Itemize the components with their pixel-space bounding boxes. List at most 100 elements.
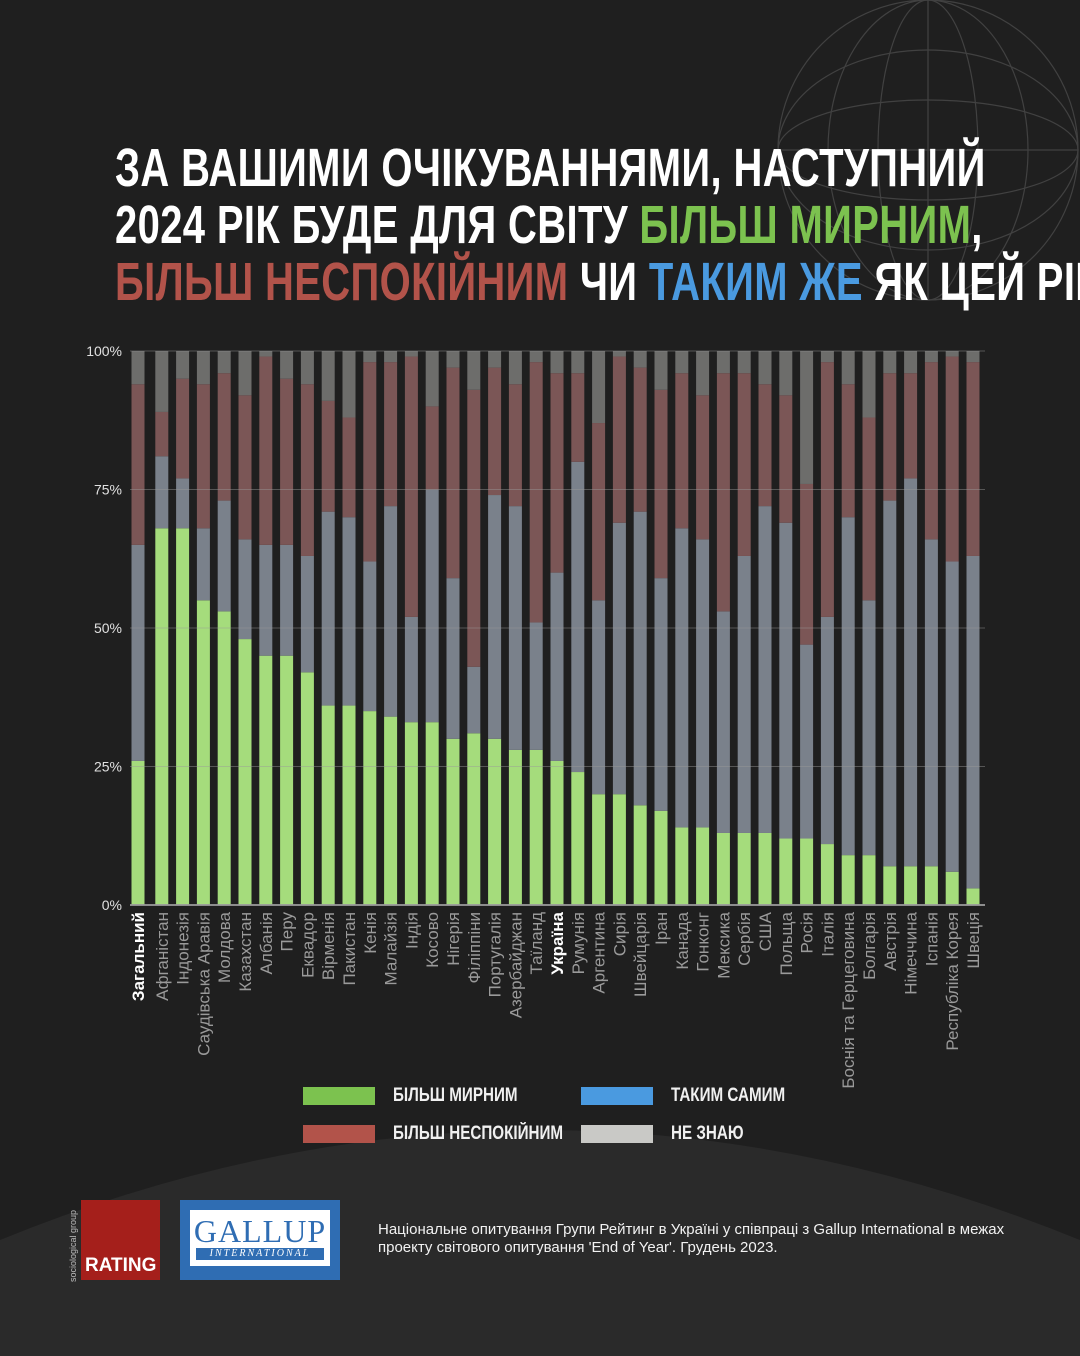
- bar-segment: [779, 351, 793, 396]
- bar-segment: [716, 832, 730, 905]
- bar-segment: [321, 511, 335, 706]
- bar-segment: [800, 838, 814, 905]
- rating-side-text: sociological group: [68, 1209, 78, 1282]
- bar-segment: [259, 356, 273, 545]
- page-title: ЗА ВАШИМИ ОЧІКУВАННЯМИ, НАСТУПНИЙ 2024 Р…: [115, 140, 1080, 311]
- bar-segment: [862, 351, 876, 418]
- bar-segment: [488, 738, 502, 905]
- bar-segment: [571, 373, 585, 462]
- bar-segment: [758, 832, 772, 905]
- bar-segment: [155, 528, 169, 905]
- bar-segment: [467, 351, 481, 390]
- bar-segment: [363, 561, 377, 712]
- rating-logo: RATING: [81, 1200, 160, 1280]
- y-tick-label: 25%: [94, 759, 122, 775]
- bar-segment: [488, 495, 502, 739]
- bar-segment: [529, 351, 543, 363]
- legend-swatch: [581, 1087, 653, 1105]
- bar-segment: [758, 506, 772, 833]
- bar-segment: [300, 351, 314, 385]
- bar-segment: [862, 600, 876, 856]
- bar-segment: [155, 411, 169, 457]
- legend-more-turbulent: БІЛЬШ НЕСПОКІЙНИМ: [303, 1123, 606, 1145]
- legend-more-peaceful: БІЛЬШ МИРНИМ: [303, 1085, 549, 1107]
- bar-segment: [841, 855, 855, 905]
- bar-segment: [196, 384, 210, 529]
- bar-segment: [883, 866, 897, 905]
- bar-segment: [508, 351, 522, 385]
- x-tick-label: Австрія: [881, 912, 900, 971]
- x-tick-label: Казахстан: [236, 912, 255, 992]
- legend-swatch: [303, 1087, 375, 1105]
- bar-segment: [425, 722, 439, 905]
- x-tick-label: Італія: [818, 912, 837, 957]
- bar-segment: [467, 733, 481, 905]
- bar-segment: [675, 528, 689, 828]
- title-line1: ЗА ВАШИМИ ОЧІКУВАННЯМИ, НАСТУПНИЙ: [115, 138, 986, 198]
- legend-swatch: [303, 1125, 375, 1143]
- bar-segment: [342, 517, 356, 706]
- bar-segment: [342, 417, 356, 518]
- bar-segment: [716, 611, 730, 833]
- x-tick-label: Таїланд: [527, 912, 546, 975]
- bar-segment: [904, 351, 918, 374]
- y-tick-label: 75%: [94, 482, 122, 498]
- bar-segment: [716, 351, 730, 374]
- bar-segment: [467, 389, 481, 667]
- bar-segment: [300, 384, 314, 556]
- bar-segment: [779, 838, 793, 905]
- legend-dont-know: НЕ ЗНАЮ: [581, 1123, 762, 1145]
- bar-segment: [966, 555, 980, 889]
- bar-segment: [800, 483, 814, 645]
- x-tick-label: Філіппіни: [465, 912, 484, 983]
- bar-segment: [633, 805, 647, 905]
- bar-segment: [675, 373, 689, 529]
- bar-segment: [654, 351, 668, 390]
- bar-segment: [425, 351, 439, 407]
- bar-segment: [384, 716, 398, 905]
- bar-segment: [696, 539, 710, 828]
- bar-segment: [924, 539, 938, 867]
- bar-segment: [280, 544, 294, 656]
- bar-segment: [321, 705, 335, 905]
- bar-segment: [966, 888, 980, 905]
- bar-segment: [196, 600, 210, 905]
- x-tick-label: Боснія та Герцеговина: [839, 911, 858, 1088]
- y-tick-label: 100%: [86, 343, 122, 359]
- bar-segment: [176, 351, 190, 379]
- x-tick-label: Загальний: [129, 912, 148, 1001]
- x-tick-label: Нігерія: [444, 912, 463, 966]
- bar-segment: [176, 378, 190, 479]
- x-tick-label: Швейцарія: [631, 912, 650, 997]
- x-tick-label: Республіка Корея: [943, 912, 962, 1051]
- bar-segment: [654, 389, 668, 579]
- bar-segment: [612, 351, 626, 357]
- bar-segment: [342, 351, 356, 418]
- bar-segment: [820, 362, 834, 617]
- bar-segment: [259, 351, 273, 357]
- bar-segment: [737, 373, 751, 556]
- bar-segment: [841, 384, 855, 518]
- x-tick-label: Сирія: [610, 912, 629, 956]
- bar-segment: [633, 511, 647, 806]
- x-tick-label: Гонконг: [694, 912, 713, 972]
- bar-segment: [945, 871, 959, 905]
- bar-segment: [571, 351, 585, 374]
- bar-segment: [820, 616, 834, 845]
- bar-segment: [862, 417, 876, 601]
- bar-segment: [675, 351, 689, 374]
- x-tick-label: Німеччина: [902, 911, 921, 994]
- bar-segment: [779, 522, 793, 839]
- x-tick-label: Саудівська Аравія: [194, 912, 213, 1056]
- x-tick-label: Аргентина: [590, 911, 609, 993]
- bar-segment: [529, 749, 543, 905]
- x-tick-label: Мексика: [714, 911, 733, 978]
- bar-segment: [446, 351, 460, 368]
- bar-segment: [696, 395, 710, 540]
- bar-segment: [758, 384, 772, 507]
- bar-segment: [529, 362, 543, 623]
- bar-segment: [488, 351, 502, 368]
- bar-segment: [924, 362, 938, 540]
